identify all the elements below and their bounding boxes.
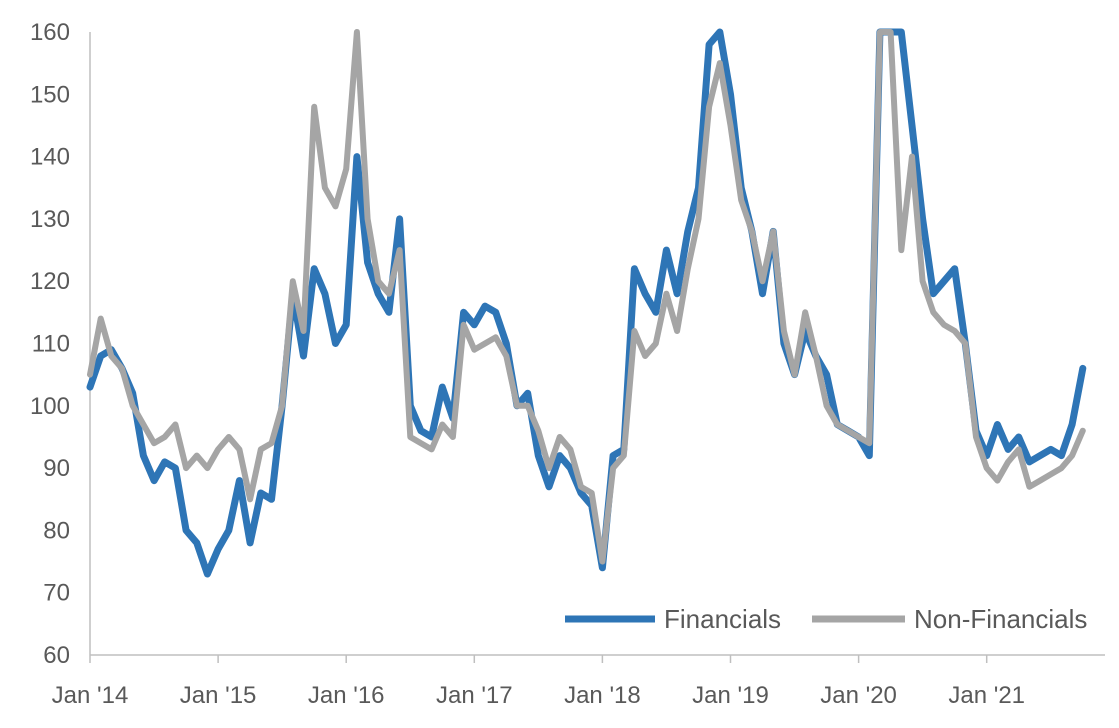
legend-label-non-financials: Non-Financials xyxy=(914,604,1087,634)
x-tick-label: Jan '21 xyxy=(948,682,1025,709)
y-tick-label: 90 xyxy=(43,455,70,482)
legend: Financials Non-Financials xyxy=(565,604,1087,634)
x-tick-label: Jan '16 xyxy=(308,682,385,709)
x-tick-label: Jan '15 xyxy=(180,682,257,709)
y-tick-label: 80 xyxy=(43,517,70,544)
x-tick-label: Jan '17 xyxy=(436,682,513,709)
y-tick-label: 110 xyxy=(32,331,70,358)
y-tick-label: 140 xyxy=(30,144,70,171)
x-tick-label: Jan '20 xyxy=(820,682,897,709)
series-line-non-financials xyxy=(87,29,1086,565)
x-tick-label: Jan '14 xyxy=(52,682,129,709)
y-tick-label: 150 xyxy=(30,81,70,108)
y-tick-label: 130 xyxy=(30,206,70,233)
series-line-financials xyxy=(86,28,1087,578)
x-tick-label: Jan '19 xyxy=(692,682,769,709)
y-tick-label: 120 xyxy=(30,268,70,295)
legend-label-financials: Financials xyxy=(664,604,781,634)
x-tick-label: Jan '18 xyxy=(564,682,641,709)
y-tick-label: 70 xyxy=(43,580,70,607)
y-tick-label: 160 xyxy=(30,19,70,46)
y-tick-label: 100 xyxy=(30,393,70,420)
y-tick-label: 60 xyxy=(43,642,70,669)
